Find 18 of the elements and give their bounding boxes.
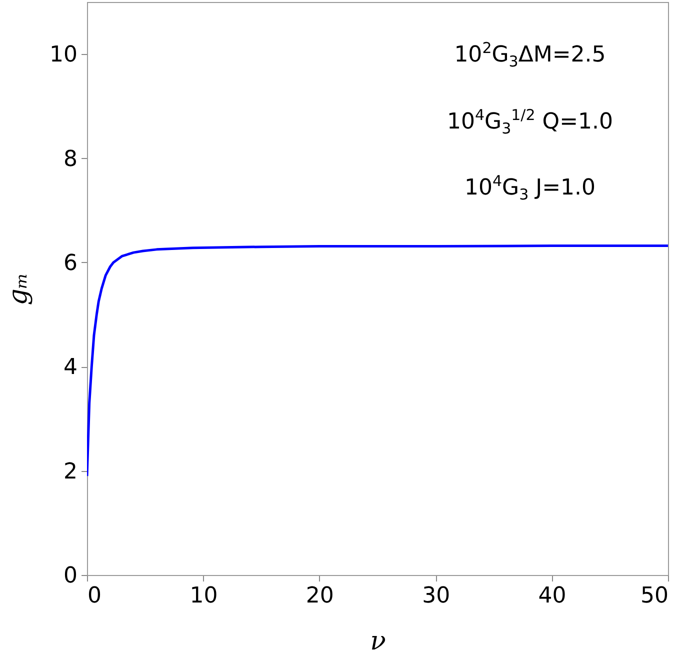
y-tick-label: 2: [64, 459, 78, 484]
annotation: 10$^{2}$G$_{3}$ΔM=2.5: [453, 38, 607, 73]
y-tick-label: 6: [64, 250, 78, 276]
annotation: 10$^{4}$G$_{3}$$^{1/2}$ Q=1.0: [446, 104, 614, 140]
x-axis-title: ν: [370, 626, 386, 656]
x-tick-label: 30: [422, 584, 450, 608]
x-tick-label: 20: [306, 584, 334, 608]
y-tick-label: 0: [64, 564, 78, 588]
x-tick-label: 50: [640, 584, 668, 608]
y-tick-label: 4: [64, 355, 78, 380]
line-series: [87, 244, 668, 478]
y-tick-label: 8: [64, 146, 78, 172]
y-axis-title: gₘ: [4, 272, 34, 306]
annotation: 10$^{4}$G$_{3}$ J=1.0: [463, 171, 597, 206]
x-tick-label: 0: [88, 584, 102, 608]
x-tick-label: 40: [538, 584, 566, 608]
y-tick-label: 10: [50, 42, 78, 68]
x-tick-label: 10: [190, 584, 218, 608]
